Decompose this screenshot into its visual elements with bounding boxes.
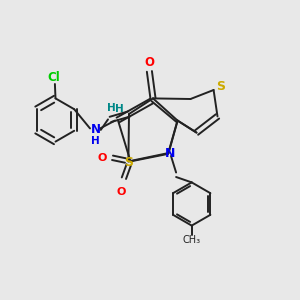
Text: O: O: [144, 56, 154, 70]
Text: Cl: Cl: [48, 71, 60, 84]
Text: S: S: [216, 80, 225, 93]
Text: N: N: [165, 147, 176, 160]
Text: H: H: [115, 103, 124, 114]
Text: O: O: [116, 187, 126, 197]
Text: H: H: [91, 136, 100, 146]
Text: O: O: [98, 153, 107, 164]
Text: H: H: [106, 103, 116, 113]
Text: S: S: [124, 156, 134, 169]
Text: N: N: [90, 123, 100, 136]
Text: CH₃: CH₃: [183, 235, 201, 245]
